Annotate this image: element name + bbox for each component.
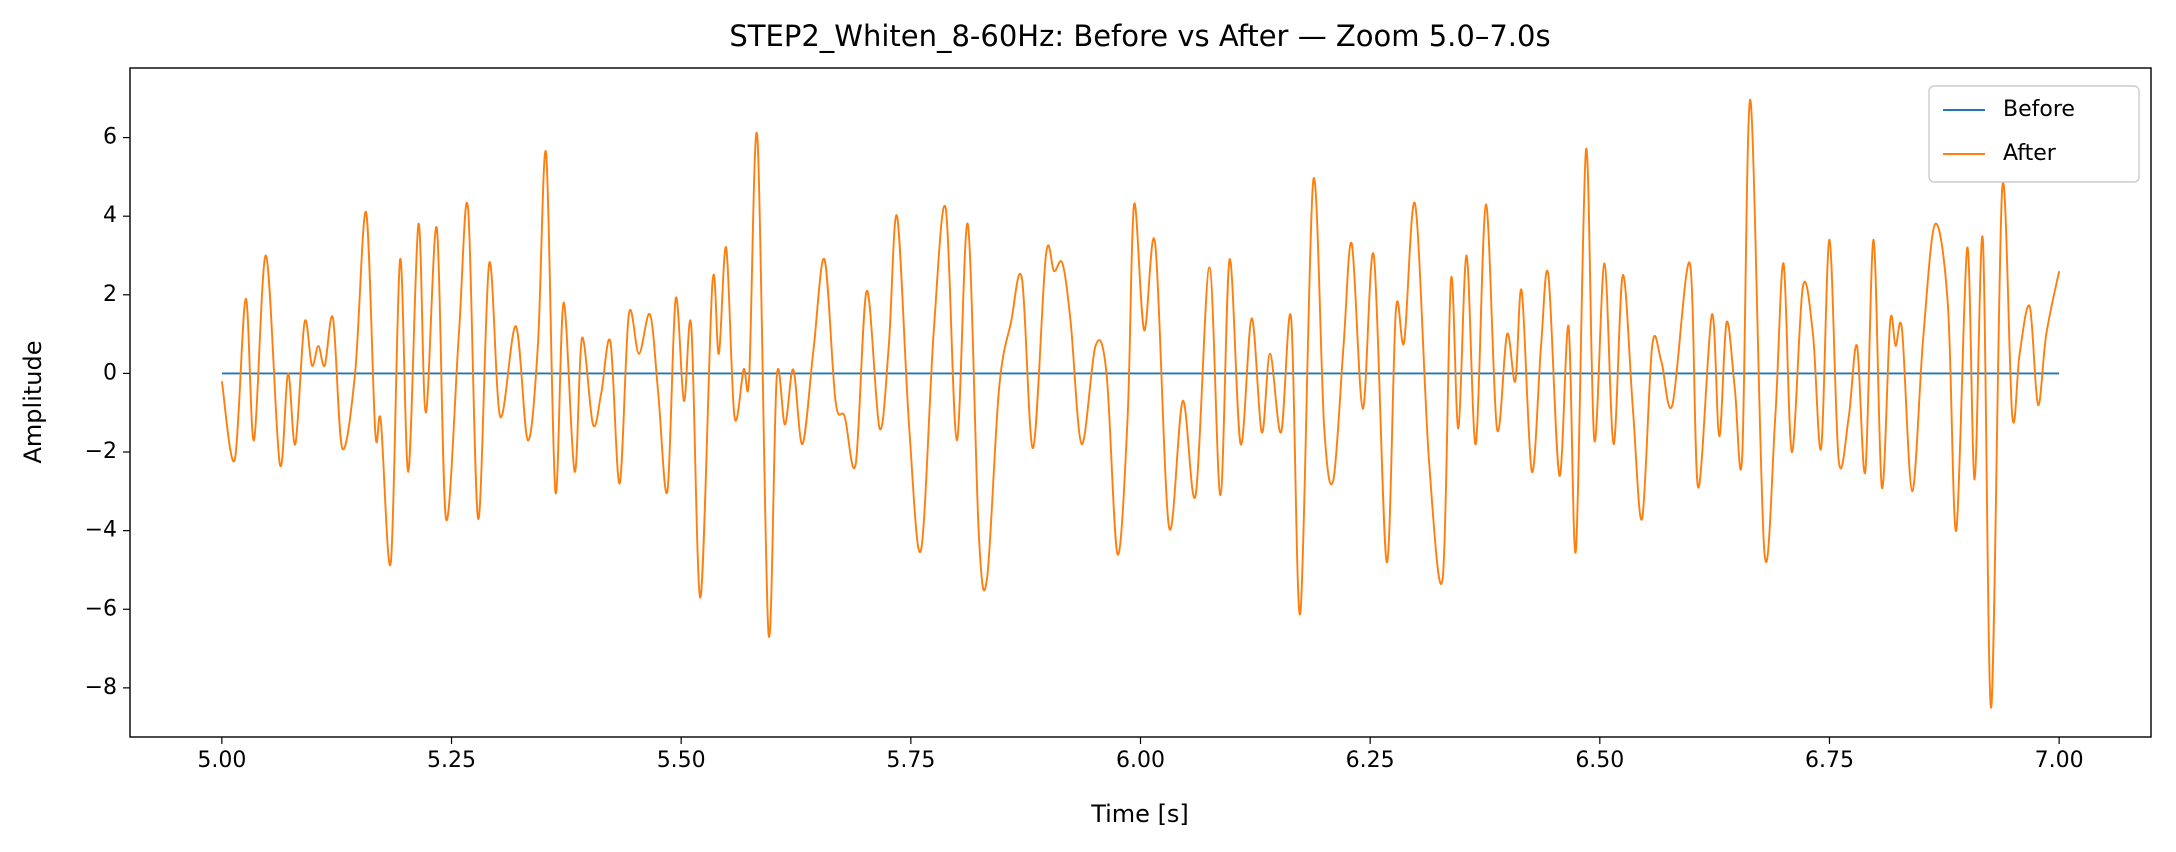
x-tick-label: 6.75 [1805,748,1854,773]
x-tick-label: 6.50 [1575,748,1624,773]
y-tick-label: −6 [85,596,117,621]
x-tick-label: 6.25 [1346,748,1395,773]
y-tick-label: 6 [103,125,117,150]
x-tick-label: 7.00 [2035,748,2084,773]
plot-frame [129,67,2152,738]
x-tick-label: 5.50 [657,748,706,773]
y-tick-label: −2 [85,439,117,464]
x-tick-label: 5.00 [197,748,246,773]
x-axis-label: Time [s] [1090,800,1189,828]
y-tick-label: 0 [103,360,117,385]
chart-title: STEP2_Whiten_8-60Hz: Before vs After — Z… [729,19,1550,53]
legend-label: After [2003,141,2057,166]
y-axis-label: Amplitude [19,341,47,464]
x-tick-label: 6.00 [1116,748,1165,773]
y-tick-label: 2 [103,282,117,307]
y-tick-label: 4 [103,203,117,228]
x-tick-label: 5.75 [886,748,935,773]
legend-label: Before [2003,97,2075,122]
y-tick-label: −4 [85,518,117,543]
y-tick-label: −8 [85,675,117,700]
series-line [220,99,2061,709]
x-tick-label: 5.25 [427,748,476,773]
